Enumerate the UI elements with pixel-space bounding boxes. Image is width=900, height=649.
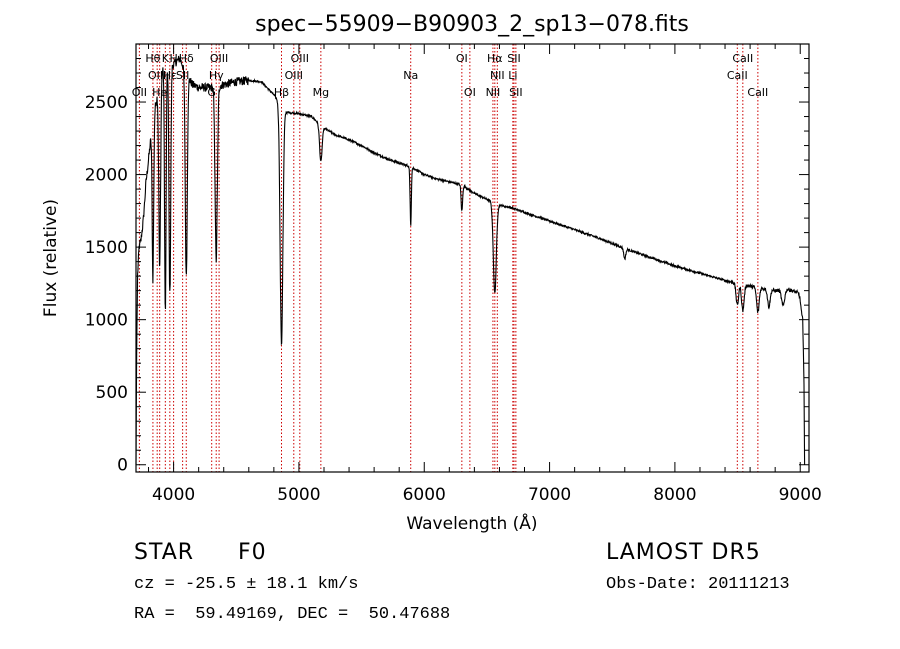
x-tick-label-5: 9000 [779,485,822,505]
x-tick-label-2: 6000 [403,485,446,505]
spectrum-line [135,55,806,465]
line-marker-label-26: CaII [732,52,753,65]
line-marker-label-16: Na [403,69,418,82]
star-type: STAR [134,540,195,565]
x-tick-label-1: 5000 [277,485,320,505]
y-tick-label-2: 1000 [85,311,128,331]
subclass: F0 [238,540,267,565]
y-tick-label-0: 0 [117,456,128,476]
line-marker-label-13: OIII [285,69,303,82]
x-axis-ticks: 4000 5000 6000 7000 8000 9000 [148,44,822,505]
plot-frame [135,43,810,473]
line-marker-label-19: NII [486,86,501,99]
x-tick-label-3: 7000 [528,485,571,505]
line-marker-label-10: Hγ [209,69,224,82]
line-marker-label-15: Mg [313,86,329,99]
y-tick-label-3: 1500 [85,238,128,258]
chart-title: spec−55909−B90903_2_sp13−078.fits [255,12,689,37]
line-marker-label-18: OI [464,86,476,99]
line-marker-label-6: H [169,52,177,65]
y-tick-label-1: 500 [96,383,128,403]
line-marker-label-22: Li [508,69,517,82]
y-tick-label-4: 2000 [85,166,128,186]
line-marker-label-1: Hθ [145,52,160,65]
line-marker-label-4: K [162,52,170,65]
line-marker-label-24: SII [509,86,522,99]
line-marker-label-21: NII [490,69,505,82]
line-marker-label-7: SII [176,69,189,82]
line-marker-label-20: Hα [487,52,503,65]
line-marker-label-14: OIII [291,52,309,65]
line-marker-labels: OIIHθOIIIHeKHεHSIIHδGHγOIIIHβOIIIOIIIMgN… [132,52,769,99]
x-tick-label-0: 4000 [152,485,195,505]
y-tick-label-5: 2500 [85,93,128,113]
line-marker-label-5: Hε [163,69,177,82]
line-marker-label-12: Hβ [274,86,289,99]
line-marker-label-17: OI [456,52,468,65]
coordinates-text: RA = 59.49169, DEC = 50.47688 [134,605,451,624]
line-marker-label-25: CaII [727,69,748,82]
line-markers [138,44,759,472]
y-axis-ticks: 0 500 1000 1500 2000 2500 [85,58,809,476]
line-marker-label-8: Hδ [179,52,194,65]
survey-name: LAMOST DR5 [606,540,761,565]
velocity-text: cz = -25.5 ± 18.1 km/s [134,575,359,594]
line-marker-label-3: He [152,86,167,99]
x-tick-label-4: 8000 [653,485,696,505]
line-marker-label-27: CaII [747,86,768,99]
line-marker-label-23: SII [507,52,520,65]
y-axis-label: Flux (relative) [41,199,61,317]
obs-date: Obs-Date: 20111213 [606,575,790,594]
line-marker-label-11: OIII [210,52,228,65]
x-axis-label: Wavelength (Å) [406,512,537,534]
line-marker-label-9: G [207,86,216,99]
